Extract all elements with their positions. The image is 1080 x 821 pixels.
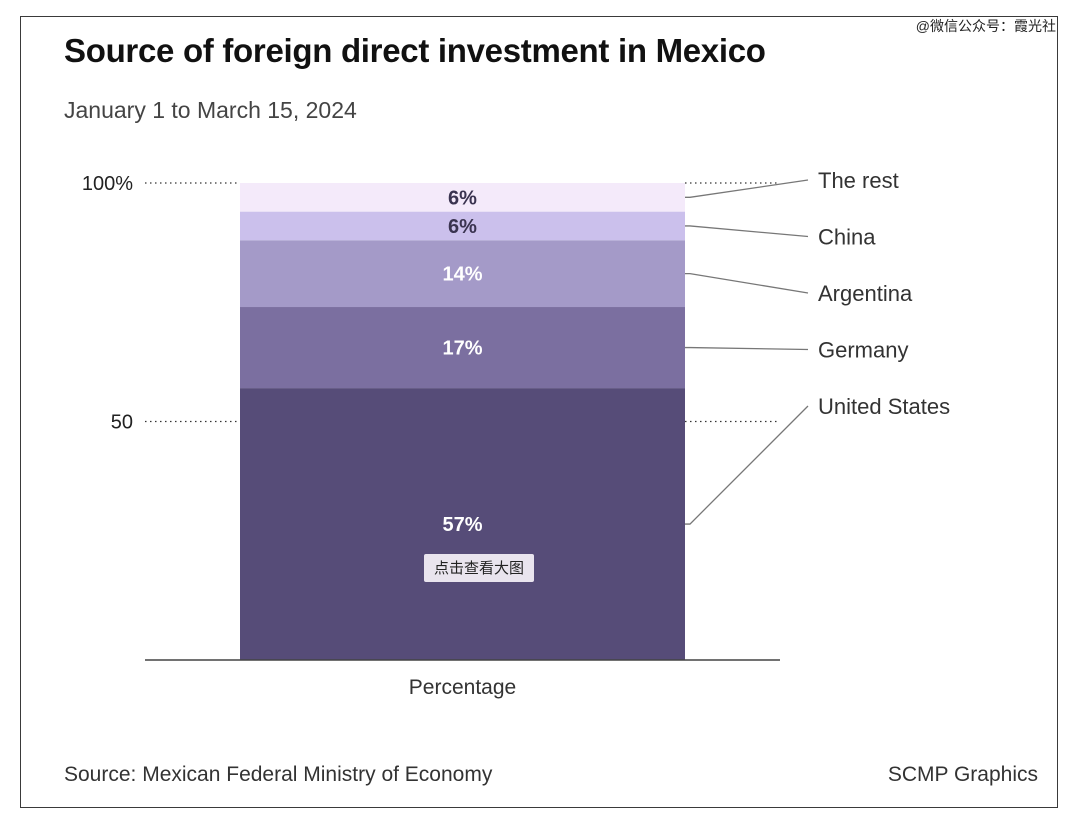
legend-label: The rest	[818, 168, 899, 193]
legend-leader-line	[685, 225, 809, 238]
data-label: 6%	[448, 187, 477, 209]
legend-leader-line	[685, 346, 809, 351]
bar-segment-united-states	[240, 388, 685, 660]
x-axis-category-label: Percentage	[409, 676, 516, 699]
data-label: 17%	[442, 338, 482, 360]
legend-leader-line	[685, 272, 809, 294]
legend-label: Germany	[818, 338, 908, 363]
data-label: 57%	[442, 514, 482, 536]
legend-label: China	[818, 225, 876, 250]
label-layer: 57% 17% 14% 6% 6%	[442, 187, 482, 536]
bar-segment-china	[240, 211, 685, 241]
legend-label: Argentina	[818, 281, 913, 306]
watermark: @微信公众号：霞光社	[915, 18, 1056, 34]
bar-segment-the-rest	[240, 183, 685, 212]
legend-label: United States	[818, 394, 950, 419]
chart-title: Source of foreign direct investment in M…	[64, 32, 766, 69]
legend-layer: The rest China Argentina Germany United Stat…	[685, 168, 950, 525]
chart-subtitle: January 1 to March 15, 2024	[64, 97, 357, 123]
graphics-credit: SCMP Graphics	[887, 763, 1038, 786]
axis-layer: 100% 50 Percentage	[82, 173, 780, 699]
bar-segment-germany	[240, 307, 685, 389]
legend-leader-line	[685, 405, 809, 525]
source-note: Source: Mexican Federal Ministry of Econ…	[64, 763, 493, 786]
bar-layer	[240, 183, 685, 660]
grid-layer	[145, 182, 780, 423]
y-tick-label: 50	[111, 412, 133, 434]
data-label: 6%	[448, 216, 477, 238]
bar-segment-argentina	[240, 240, 685, 308]
y-tick-label: 100%	[82, 173, 133, 195]
view-full-image-button[interactable]: 点击查看大图	[424, 554, 535, 582]
data-label: 14%	[442, 264, 482, 286]
legend-leader-line	[685, 179, 809, 198]
